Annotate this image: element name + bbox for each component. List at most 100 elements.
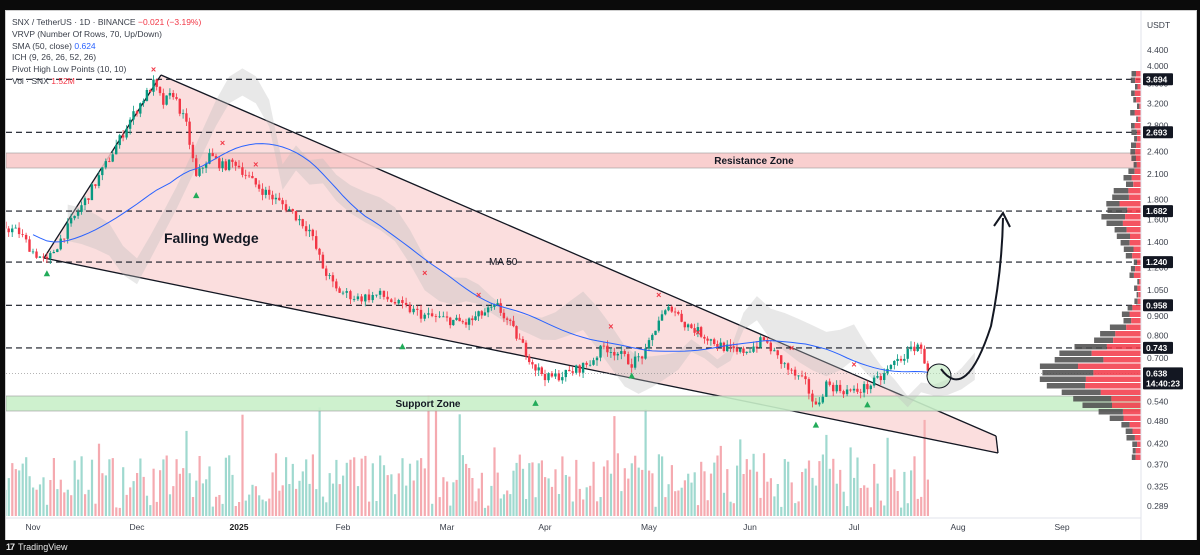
candle-body — [755, 346, 759, 348]
indicator-legend: SNX / TetherUS · 1D · BINANCE −0.021 (−3… — [12, 17, 201, 88]
candle-body — [284, 204, 288, 211]
candle-body — [17, 227, 21, 235]
candle-body — [430, 313, 434, 317]
price-tag-bg — [1143, 341, 1173, 354]
profile-bar-up — [1136, 97, 1141, 103]
candle-body — [438, 316, 441, 318]
candle-body — [87, 198, 90, 200]
profile-bar-up — [1134, 168, 1141, 174]
volume-bar — [328, 473, 331, 516]
profile-bar-up — [1137, 441, 1141, 447]
volume-bar — [145, 495, 149, 516]
profile-bar-up — [1139, 103, 1141, 109]
price-tag-bg — [1143, 256, 1173, 269]
candle-body — [686, 324, 690, 328]
volume-bar — [261, 499, 264, 516]
volume-bar — [139, 458, 142, 516]
profile-bar-down — [1123, 318, 1132, 324]
candle-body — [480, 311, 483, 316]
candle-body — [281, 200, 284, 205]
pivot-low-icon — [43, 270, 51, 277]
profile-bar-up — [1135, 155, 1141, 161]
candle-body — [832, 384, 835, 392]
volume-bar — [288, 484, 291, 516]
profile-bar-down — [1131, 454, 1136, 460]
volume-bar — [108, 459, 111, 516]
volume-bar — [434, 400, 438, 516]
candle-body — [97, 175, 101, 186]
candle-body — [211, 153, 214, 157]
time-axis-label: 2025 — [230, 522, 249, 532]
volume-bar — [623, 468, 626, 516]
candle-body — [247, 175, 251, 177]
legend-sma[interactable]: SMA (50, close) 0.624 — [12, 41, 201, 53]
profile-bar-down — [1131, 90, 1135, 96]
candle-body — [595, 357, 599, 361]
candle-body — [461, 321, 464, 323]
profile-bar-up — [1115, 331, 1141, 337]
volume-bar — [544, 477, 547, 516]
volume-bar — [420, 458, 423, 516]
profile-bar-down — [1126, 181, 1134, 187]
volume-bar — [752, 453, 755, 516]
candle-body — [726, 344, 729, 352]
legend-volume[interactable]: Vol · SNX 1.52M — [12, 76, 201, 88]
profile-bar-up — [1125, 214, 1141, 220]
candle-body — [599, 345, 602, 358]
volume-bar — [490, 485, 493, 516]
volume-bar — [84, 494, 87, 516]
candle-body — [752, 346, 755, 352]
candle-body — [627, 354, 630, 365]
candle-body — [261, 188, 264, 195]
candle-body — [786, 363, 790, 370]
profile-bar-down — [1100, 331, 1116, 337]
candle-body — [769, 342, 772, 352]
candle-body — [896, 358, 899, 361]
time-axis-label: May — [641, 522, 658, 532]
volume-bar — [913, 456, 916, 516]
volume-bar — [923, 419, 926, 516]
profile-bar-down — [1109, 415, 1124, 421]
volume-bar — [634, 455, 637, 516]
legend-pivot[interactable]: Pivot High Low Points (10, 10) — [12, 64, 127, 75]
candle-body — [916, 344, 919, 351]
tradingview-logo[interactable]: 17 TradingView — [6, 542, 68, 552]
candle-body — [490, 306, 493, 308]
candle-body — [804, 376, 807, 380]
candle-body — [251, 176, 254, 179]
volume-bar — [644, 409, 647, 516]
candle-body — [467, 318, 471, 325]
candle-body — [338, 288, 341, 293]
price-chart[interactable]: ×××××××××× USDT4.4004.0003.6003.2002.800… — [6, 11, 1196, 541]
time-axis[interactable]: Nov Dec 2025 Feb Mar Apr May Jun Jul Aug Sep — [6, 517, 1141, 532]
volume-bar — [883, 505, 886, 516]
candle-body — [132, 111, 135, 120]
volume-bar — [338, 484, 341, 516]
volume-bar — [115, 507, 118, 516]
volume-bar — [205, 479, 208, 516]
volume-bar — [722, 492, 726, 516]
candle-body — [149, 90, 152, 92]
candle-body — [11, 228, 14, 233]
profile-bar-down — [1094, 337, 1113, 343]
breakout-circle-icon — [926, 363, 952, 389]
volume-bar — [248, 494, 251, 516]
legend-symbol-row[interactable]: SNX / TetherUS · 1D · BINANCE −0.021 (−3… — [12, 17, 201, 29]
candle-body — [528, 356, 531, 363]
volume-bar — [713, 462, 716, 516]
time-axis-label: Nov — [25, 522, 41, 532]
volume-bar — [285, 457, 288, 516]
volume-bar — [342, 475, 345, 516]
legend-ichimoku[interactable]: ICH (9, 26, 26, 52, 26) — [12, 52, 97, 63]
candle-body — [304, 226, 308, 232]
volume-bar — [251, 484, 254, 516]
time-axis-label: Aug — [950, 522, 965, 532]
price-axis[interactable]: USDT4.4004.0003.6003.2002.8002.4002.1001… — [1140, 11, 1196, 541]
candle-body — [401, 300, 404, 303]
candle-body — [139, 103, 142, 114]
sma-50-line — [32, 143, 928, 373]
resistance-zone — [6, 152, 1142, 169]
volume-bar — [394, 494, 397, 516]
legend-vrvp[interactable]: VRVP (Number Of Rows, 70, Up/Down) — [12, 28, 162, 39]
candle-body — [214, 156, 218, 159]
